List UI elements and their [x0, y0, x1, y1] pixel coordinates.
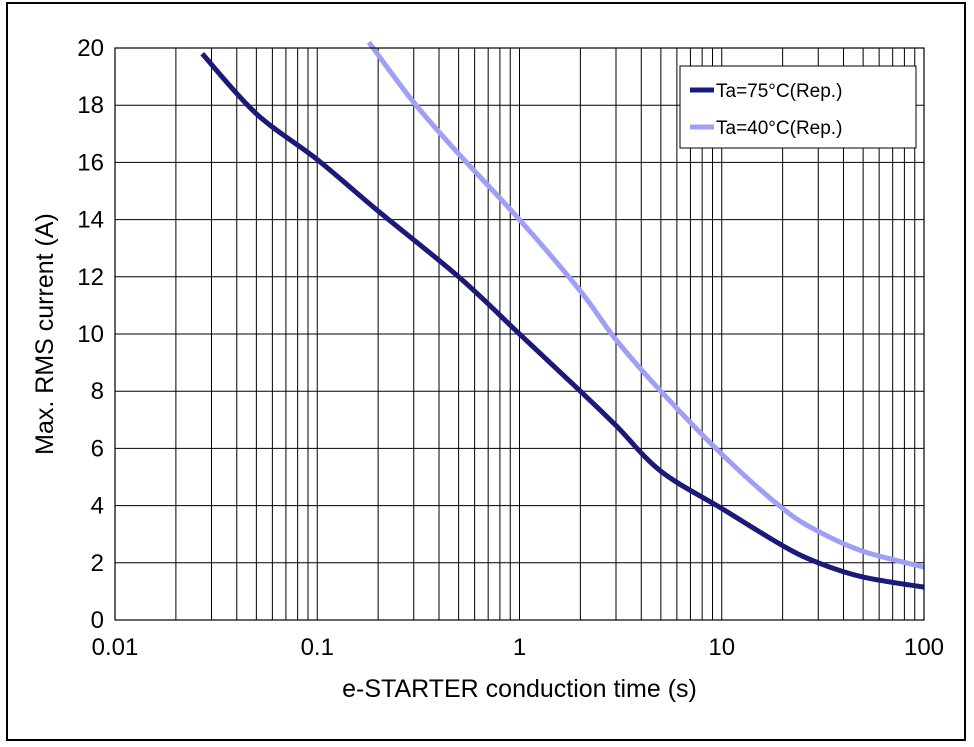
legend-label-ta75: Ta=75°C(Rep.) [716, 81, 842, 102]
series-lines [200, 40, 925, 590]
x-tick-label: 10 [708, 634, 735, 661]
legend-label-ta40: Ta=40°C(Rep.) [716, 118, 842, 139]
x-tick-label: 1 [513, 634, 526, 661]
y-tick-label: 6 [91, 435, 104, 462]
y-tick-label: 12 [77, 264, 104, 291]
plot-area-border [114, 47, 925, 621]
series-line-ta40 [366, 40, 925, 570]
series-line-ta75 [200, 52, 925, 590]
x-axis-title: e-STARTER conduction time (s) [342, 675, 697, 703]
x-tick-label: 0.1 [301, 634, 334, 661]
y-tick-label: 16 [77, 149, 104, 176]
y-tick-label: 4 [91, 493, 104, 520]
y-tick-label: 2 [91, 550, 104, 577]
x-tick-label: 100 [904, 634, 944, 661]
y-tick-label: 0 [91, 607, 104, 634]
y-axis-title: Max. RMS current (A) [31, 213, 59, 455]
y-tick-label: 18 [77, 92, 104, 119]
y-tick-label: 8 [91, 378, 104, 405]
legend: Ta=75°C(Rep.) Ta=40°C(Rep.) [679, 65, 917, 149]
legend-box [679, 65, 917, 149]
x-tick-label: 0.01 [92, 634, 139, 661]
y-tick-label: 14 [77, 207, 104, 234]
y-tick-label: 20 [77, 35, 104, 62]
grid [115, 48, 924, 620]
tick-labels: 0.01 0.1 1 10 100 0 2 4 6 8 10 12 14 16 18 20 [77, 35, 944, 661]
y-tick-label: 10 [77, 321, 104, 348]
